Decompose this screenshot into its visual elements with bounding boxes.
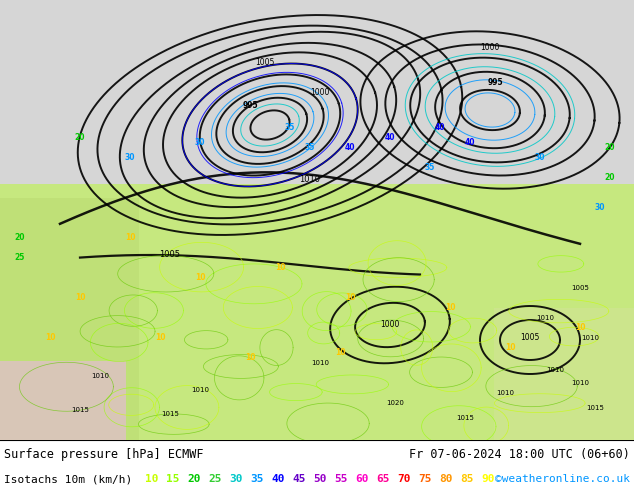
Text: 1010: 1010 [581,335,599,341]
Text: 25: 25 [15,253,25,262]
Text: 30: 30 [229,474,242,484]
Text: 10: 10 [505,343,515,352]
Text: 995: 995 [242,101,258,110]
Text: 25: 25 [208,474,221,484]
Text: 1000: 1000 [380,320,399,329]
Text: 1015: 1015 [71,407,89,413]
Text: 20: 20 [15,233,25,242]
Text: 40: 40 [465,138,476,147]
Text: 30: 30 [195,138,205,147]
Text: 1010: 1010 [496,390,514,396]
Text: 35: 35 [250,474,264,484]
Text: 10: 10 [275,263,285,272]
Text: 45: 45 [292,474,306,484]
Text: 1005: 1005 [256,58,275,67]
Text: 10: 10 [245,353,256,362]
Text: 1010: 1010 [91,373,109,379]
Text: 10: 10 [45,333,55,342]
Text: 35: 35 [305,143,315,152]
Text: 10: 10 [444,303,455,312]
Text: 10: 10 [145,474,158,484]
Text: 1010: 1010 [191,387,209,393]
Text: 50: 50 [313,474,327,484]
Text: 1010: 1010 [311,360,329,366]
Text: 90: 90 [481,474,495,484]
Text: 1005: 1005 [160,250,181,259]
Text: 10: 10 [125,233,135,242]
Text: 1015: 1015 [586,405,604,411]
Text: 20: 20 [75,133,85,142]
Text: Fr 07-06-2024 18:00 UTC (06+60): Fr 07-06-2024 18:00 UTC (06+60) [409,447,630,461]
Text: 995: 995 [487,78,503,87]
Text: 40: 40 [385,133,395,142]
Text: 20: 20 [605,143,615,152]
Text: 10: 10 [335,348,346,357]
Text: 10: 10 [195,273,205,282]
Text: 85: 85 [460,474,474,484]
Text: 10: 10 [575,323,585,332]
Text: 1010: 1010 [546,367,564,373]
Text: 40: 40 [345,143,355,152]
Text: 35: 35 [285,123,295,132]
Text: 1020: 1020 [386,400,404,406]
Text: 30: 30 [595,203,605,212]
Text: 10: 10 [75,293,85,302]
Text: 60: 60 [355,474,368,484]
Text: 10: 10 [155,333,165,342]
Text: 30: 30 [534,153,545,162]
Text: 10: 10 [345,293,355,302]
Text: ©weatheronline.co.uk: ©weatheronline.co.uk [495,474,630,484]
Text: 80: 80 [439,474,453,484]
Text: 1015: 1015 [161,411,179,417]
Text: 1010: 1010 [536,315,554,321]
Text: 1010: 1010 [571,380,589,386]
Text: 35: 35 [425,163,435,172]
Text: 1005: 1005 [571,285,589,291]
Text: 1000: 1000 [310,88,330,97]
Text: 70: 70 [397,474,410,484]
Text: 20: 20 [605,173,615,182]
Text: 40: 40 [271,474,285,484]
Text: 30: 30 [125,153,135,162]
Text: 40: 40 [435,123,445,132]
Text: 15: 15 [166,474,179,484]
Text: 1015: 1015 [456,415,474,421]
Text: 1000: 1000 [481,43,500,52]
Text: Isotachs 10m (km/h): Isotachs 10m (km/h) [4,474,133,484]
Text: 1005: 1005 [521,333,540,342]
Text: 55: 55 [334,474,347,484]
Text: 65: 65 [376,474,389,484]
Text: 20: 20 [187,474,200,484]
Text: 75: 75 [418,474,432,484]
Text: 1010: 1010 [299,175,321,184]
Text: Surface pressure [hPa] ECMWF: Surface pressure [hPa] ECMWF [4,447,204,461]
